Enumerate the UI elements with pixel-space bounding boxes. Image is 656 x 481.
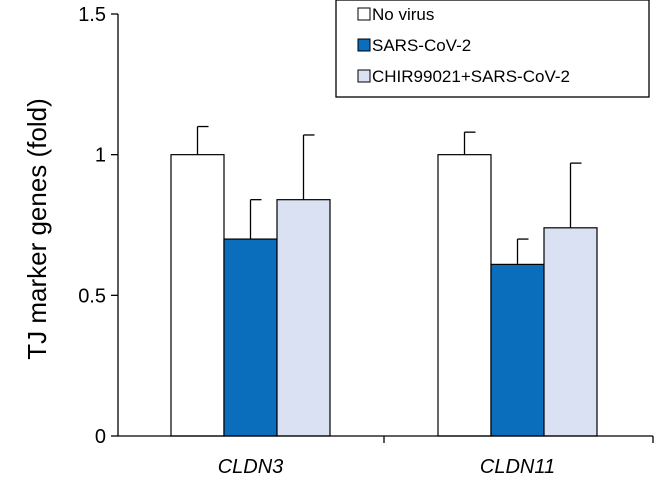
bar-cldn3-series-1 bbox=[170, 154, 225, 437]
legend-box bbox=[335, 0, 650, 98]
error-bars-layer bbox=[196, 125, 582, 265]
y-tick-label: 0.5 bbox=[78, 285, 106, 307]
legend: No virus SARS-CoV-2 CHIR99021+SARS-CoV-2 bbox=[335, 0, 650, 98]
legend-swatch-1 bbox=[357, 7, 371, 21]
bar-cldn11-series-3 bbox=[543, 227, 598, 437]
y-tick-label: 1 bbox=[95, 145, 106, 167]
legend-label-3: CHIR99021+SARS-CoV-2 bbox=[372, 67, 570, 86]
category-labels: CLDN3 CLDN11 bbox=[218, 456, 555, 478]
category-label-cldn11: CLDN11 bbox=[480, 456, 555, 478]
bar-cldn11-series-2 bbox=[490, 263, 545, 437]
y-tick-label: 1.5 bbox=[78, 4, 106, 26]
legend-label-1: No virus bbox=[372, 5, 434, 24]
legend-swatch-3 bbox=[357, 69, 371, 83]
bar-cldn3-series-2 bbox=[223, 238, 278, 437]
axes-layer bbox=[111, 13, 654, 443]
y-tick-label: 0 bbox=[95, 426, 106, 448]
y-tick-labels: 0 0.5 1 1.5 bbox=[78, 4, 106, 448]
bar-cldn3-series-3 bbox=[276, 199, 331, 437]
legend-label-2: SARS-CoV-2 bbox=[372, 36, 471, 55]
bar-cldn11-series-1 bbox=[437, 154, 492, 437]
category-label-cldn3: CLDN3 bbox=[218, 456, 284, 478]
legend-swatch-2 bbox=[357, 38, 371, 52]
y-axis-title: TJ marker genes (fold) bbox=[22, 98, 52, 360]
bars-layer bbox=[170, 154, 598, 437]
